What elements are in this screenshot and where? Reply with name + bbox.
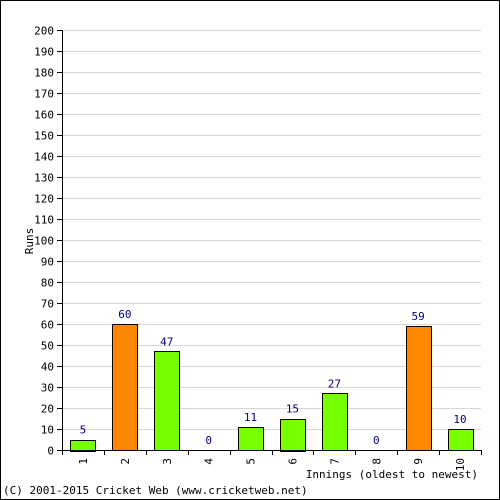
value-label: 5 — [80, 424, 87, 437]
bar — [406, 326, 432, 451]
bars — [70, 324, 474, 452]
x-tick-label: 2 — [119, 458, 132, 465]
x-tick-label: 5 — [245, 458, 258, 465]
y-tick-label: 10 — [41, 424, 54, 437]
y-axis-ticks: 0 10 20 30 40 50 60 70 80 90 100 110 120 130 140 150 160… — [34, 25, 62, 458]
y-tick-label: 160 — [34, 109, 54, 122]
value-label: 27 — [328, 377, 341, 390]
y-tick-label: 50 — [41, 340, 54, 353]
value-label: 59 — [412, 310, 425, 323]
y-tick-label: 90 — [41, 256, 54, 269]
y-tick-label: 0 — [47, 445, 54, 458]
bar — [448, 429, 474, 451]
value-label: 60 — [118, 308, 131, 321]
y-tick-label: 200 — [34, 25, 54, 38]
bar — [322, 393, 348, 451]
y-tick-label: 20 — [41, 403, 54, 416]
y-tick-label: 30 — [41, 382, 54, 395]
y-tick-label: 170 — [34, 88, 54, 101]
value-labels: 5 60 47 0 11 15 27 0 59 10 — [80, 308, 467, 447]
value-label: 10 — [453, 413, 466, 426]
x-axis-ticks: 1 2 3 4 5 6 7 8 9 10 — [77, 450, 482, 471]
y-tick-label: 60 — [41, 319, 54, 332]
bar — [70, 440, 96, 452]
value-label: 0 — [373, 434, 380, 447]
y-axis-label: Runs — [23, 228, 36, 255]
y-tick-label: 150 — [34, 130, 54, 143]
bar — [280, 419, 306, 452]
x-tick-label: 8 — [370, 458, 383, 465]
y-tick-label: 130 — [34, 172, 54, 185]
y-tick-label: 70 — [41, 298, 54, 311]
bar — [238, 427, 264, 451]
x-tick-label: 3 — [161, 458, 174, 465]
x-tick-label: 10 — [454, 458, 467, 471]
y-tick-label: 40 — [41, 361, 54, 374]
y-tick-label: 120 — [34, 193, 54, 206]
bar — [112, 324, 138, 451]
x-tick-label: 6 — [286, 458, 299, 465]
value-label: 0 — [205, 434, 212, 447]
y-tick-label: 110 — [34, 214, 54, 227]
y-tick-label: 80 — [41, 277, 54, 290]
y-tick-label: 140 — [34, 151, 54, 164]
x-tick-label: 7 — [328, 458, 341, 465]
y-tick-label: 190 — [34, 46, 54, 59]
value-label: 47 — [160, 335, 173, 348]
copyright-footer: (C) 2001-2015 Cricket Web (www.cricketwe… — [3, 484, 308, 497]
x-tick-label: 9 — [412, 458, 425, 465]
x-tick-label: 4 — [203, 458, 216, 465]
bar — [154, 351, 180, 451]
value-label: 15 — [286, 403, 299, 416]
y-tick-label: 180 — [34, 67, 54, 80]
x-tick-label: 1 — [77, 458, 90, 465]
x-axis-label: Innings (oldest to newest) — [306, 468, 478, 481]
value-label: 11 — [244, 411, 257, 424]
y-tick-label: 100 — [34, 235, 54, 248]
